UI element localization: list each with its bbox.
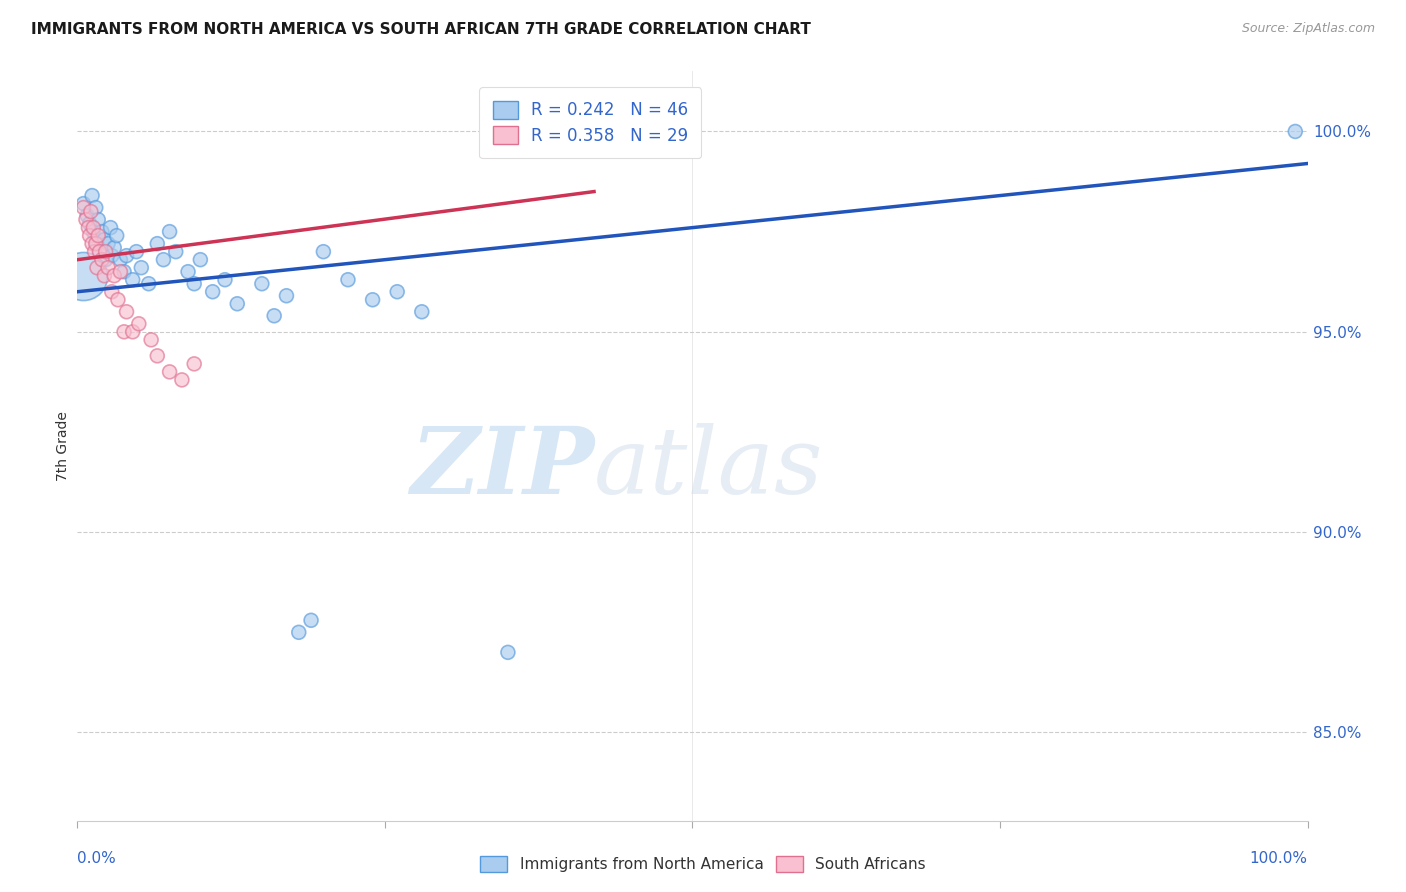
- Point: [97, 260, 120, 275]
- Text: IMMIGRANTS FROM NORTH AMERICA VS SOUTH AFRICAN 7TH GRADE CORRELATION CHART: IMMIGRANTS FROM NORTH AMERICA VS SOUTH A…: [31, 22, 811, 37]
- Point: [159, 365, 181, 379]
- Point: [121, 325, 143, 339]
- Y-axis label: 7th Grade: 7th Grade: [56, 411, 70, 481]
- Text: 100.0%: 100.0%: [1250, 851, 1308, 866]
- Point: [72, 201, 94, 215]
- Point: [105, 228, 128, 243]
- Point: [299, 613, 322, 627]
- Point: [110, 252, 132, 267]
- Point: [84, 201, 107, 215]
- Point: [90, 252, 114, 267]
- Text: atlas: atlas: [595, 424, 824, 514]
- Point: [100, 220, 122, 235]
- Text: Source: ZipAtlas.com: Source: ZipAtlas.com: [1241, 22, 1375, 36]
- Point: [87, 212, 110, 227]
- Point: [226, 297, 249, 311]
- Point: [411, 305, 433, 319]
- Point: [165, 244, 187, 259]
- Point: [90, 225, 114, 239]
- Point: [101, 249, 124, 263]
- Point: [107, 293, 129, 307]
- Point: [1284, 124, 1306, 138]
- Point: [337, 273, 360, 287]
- Text: ZIP: ZIP: [409, 424, 595, 514]
- Point: [276, 289, 298, 303]
- Point: [82, 188, 104, 202]
- Point: [141, 333, 163, 347]
- Point: [214, 273, 236, 287]
- Point: [112, 325, 135, 339]
- Point: [146, 236, 169, 251]
- Point: [86, 236, 108, 251]
- Point: [138, 277, 160, 291]
- Text: 0.0%: 0.0%: [77, 851, 117, 866]
- Point: [361, 293, 384, 307]
- Point: [82, 220, 104, 235]
- Point: [103, 268, 125, 283]
- Point: [250, 277, 273, 291]
- Point: [76, 209, 98, 223]
- Point: [86, 260, 108, 275]
- Point: [159, 225, 181, 239]
- Point: [77, 220, 100, 235]
- Point: [115, 305, 138, 319]
- Legend: Immigrants from North America, South Africans: Immigrants from North America, South Afr…: [472, 848, 934, 880]
- Legend: R = 0.242   N = 46, R = 0.358   N = 29: R = 0.242 N = 46, R = 0.358 N = 29: [479, 87, 702, 158]
- Point: [263, 309, 285, 323]
- Point: [183, 357, 205, 371]
- Point: [115, 249, 138, 263]
- Point: [146, 349, 169, 363]
- Point: [385, 285, 409, 299]
- Point: [94, 244, 117, 259]
- Point: [93, 268, 115, 283]
- Point: [75, 212, 97, 227]
- Point: [97, 236, 120, 251]
- Point: [170, 373, 193, 387]
- Point: [87, 228, 110, 243]
- Point: [82, 236, 104, 251]
- Point: [125, 244, 148, 259]
- Point: [101, 285, 124, 299]
- Point: [83, 244, 105, 259]
- Point: [121, 273, 143, 287]
- Point: [112, 265, 135, 279]
- Point: [82, 225, 104, 239]
- Point: [94, 252, 117, 267]
- Point: [152, 252, 174, 267]
- Point: [80, 204, 103, 219]
- Point: [84, 236, 107, 251]
- Point: [288, 625, 311, 640]
- Point: [79, 217, 101, 231]
- Point: [103, 241, 125, 255]
- Point: [79, 228, 101, 243]
- Point: [201, 285, 224, 299]
- Point: [188, 252, 212, 267]
- Point: [312, 244, 335, 259]
- Point: [496, 645, 519, 659]
- Point: [183, 277, 205, 291]
- Point: [72, 196, 94, 211]
- Point: [110, 265, 132, 279]
- Point: [89, 244, 111, 259]
- Point: [89, 244, 111, 259]
- Point: [128, 317, 150, 331]
- Point: [72, 268, 94, 283]
- Point: [177, 265, 200, 279]
- Point: [129, 260, 153, 275]
- Point: [93, 233, 115, 247]
